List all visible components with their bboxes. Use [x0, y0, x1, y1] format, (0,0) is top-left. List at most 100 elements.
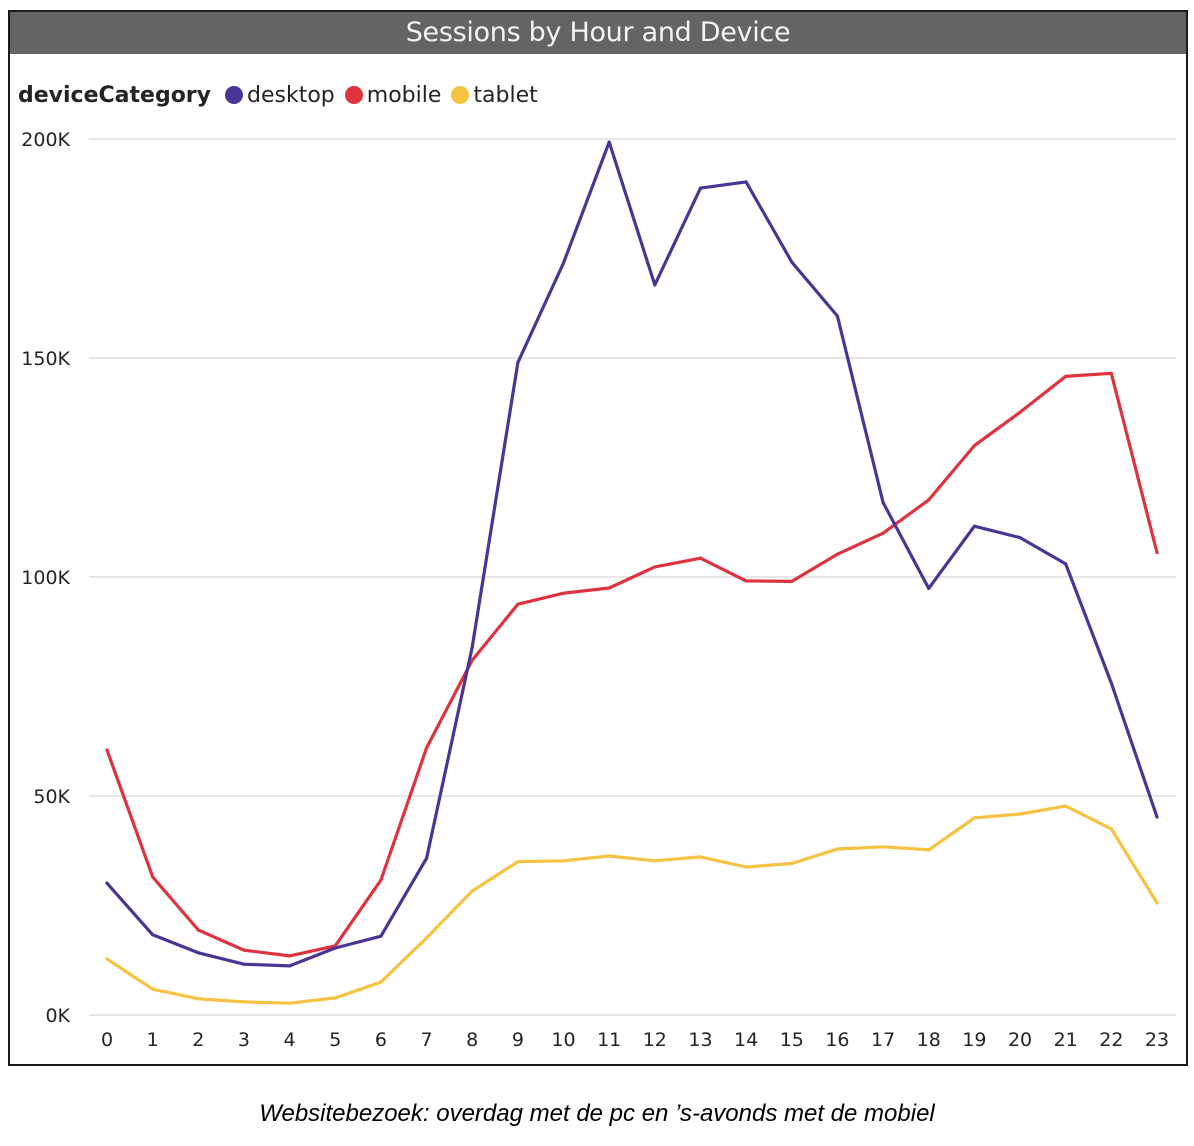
data-point-tablet	[379, 980, 383, 984]
x-tick-label: 15	[780, 1029, 804, 1051]
data-point-tablet	[242, 1000, 246, 1004]
data-point-mobile	[1064, 374, 1068, 378]
y-tick-label: 200K	[21, 129, 70, 151]
data-point-desktop	[698, 186, 703, 190]
data-point-desktop	[835, 314, 840, 318]
series-line-mobile	[105, 371, 1159, 958]
data-point-mobile	[151, 875, 155, 879]
data-point-desktop	[288, 964, 292, 968]
data-point-mobile	[835, 552, 840, 556]
data-point-mobile	[196, 928, 200, 932]
x-tick-label: 5	[329, 1029, 341, 1051]
data-point-mobile	[698, 556, 703, 560]
figure-caption: Websitebezoek: overdag met de pc en ’s-a…	[259, 1100, 935, 1127]
data-point-desktop	[516, 360, 520, 364]
data-point-tablet	[790, 861, 794, 866]
data-point-tablet	[1018, 812, 1022, 816]
y-tick-label: 150K	[21, 348, 70, 370]
legend-label: desktop	[247, 82, 335, 108]
x-tick-label: 6	[375, 1029, 387, 1051]
data-point-desktop	[151, 933, 155, 937]
x-tick-label: 2	[192, 1029, 204, 1051]
x-tick-label: 3	[238, 1029, 250, 1051]
data-point-mobile	[1018, 410, 1022, 414]
legend-title: deviceCategory	[18, 82, 211, 108]
y-tick-label: 50K	[33, 786, 70, 808]
x-tick-label: 13	[688, 1029, 712, 1051]
data-point-mobile	[881, 531, 885, 535]
data-point-mobile	[379, 878, 383, 882]
data-point-tablet	[561, 859, 566, 863]
x-tick-label: 19	[962, 1029, 986, 1051]
data-point-mobile	[516, 602, 520, 606]
legend-dot-icon	[451, 86, 470, 104]
data-point-tablet	[333, 996, 337, 1000]
legend-item-tablet[interactable]: tablet	[451, 82, 538, 108]
data-point-tablet	[470, 889, 474, 893]
chart-title: Sessions by Hour and Device	[10, 12, 1186, 54]
data-point-desktop	[881, 500, 885, 505]
legend-dot-icon	[344, 86, 363, 104]
data-point-tablet	[881, 845, 885, 849]
data-point-mobile	[561, 591, 566, 595]
data-point-mobile	[607, 586, 611, 590]
data-point-desktop	[242, 962, 246, 966]
data-point-tablet	[698, 855, 703, 859]
data-point-tablet	[972, 816, 976, 820]
data-point-tablet	[196, 997, 200, 1001]
x-tick-label: 1	[147, 1029, 159, 1051]
legend-label: tablet	[473, 82, 538, 108]
data-point-tablet	[1064, 804, 1068, 808]
x-tick-label: 17	[871, 1029, 895, 1051]
x-tick-label: 14	[734, 1029, 758, 1051]
x-tick-label: 23	[1145, 1029, 1169, 1051]
legend-item-mobile[interactable]: mobile	[344, 83, 441, 108]
data-point-desktop	[1109, 681, 1113, 685]
data-point-tablet	[607, 854, 611, 858]
y-tick-label: 0K	[45, 1005, 70, 1027]
data-point-mobile	[744, 579, 748, 583]
data-point-desktop	[607, 140, 611, 144]
data-point-desktop	[470, 645, 474, 649]
x-tick-label: 11	[597, 1029, 621, 1051]
data-point-desktop	[653, 283, 657, 287]
data-point-tablet	[1109, 827, 1113, 831]
data-point-mobile	[790, 579, 794, 583]
legend-item-desktop[interactable]: desktop	[225, 83, 335, 108]
data-point-tablet	[927, 848, 931, 852]
data-point-tablet	[835, 847, 840, 851]
y-tick-label: 100K	[21, 567, 70, 589]
x-tick-label: 12	[643, 1029, 667, 1051]
data-point-desktop	[333, 946, 337, 950]
data-point-desktop	[744, 180, 748, 184]
x-tick-label: 21	[1054, 1029, 1078, 1051]
data-point-mobile	[1155, 550, 1159, 555]
x-tick-label: 10	[551, 1029, 575, 1051]
data-point-desktop	[1018, 535, 1022, 540]
data-point-desktop	[972, 524, 976, 528]
x-tick-label: 22	[1099, 1029, 1123, 1051]
data-point-mobile	[424, 746, 429, 750]
data-point-tablet	[653, 859, 657, 863]
data-point-mobile	[653, 565, 657, 569]
x-tick-label: 8	[466, 1029, 478, 1051]
data-point-tablet	[516, 860, 520, 864]
data-point-tablet	[105, 957, 109, 961]
data-point-mobile	[470, 658, 474, 662]
data-point-tablet	[151, 987, 155, 991]
data-point-tablet	[424, 936, 429, 940]
data-point-desktop	[790, 260, 794, 264]
data-point-tablet	[744, 865, 748, 869]
x-tick-label: 18	[917, 1029, 941, 1051]
x-tick-label: 9	[512, 1029, 524, 1051]
x-tick-label: 0	[101, 1029, 113, 1051]
data-point-desktop	[424, 856, 429, 860]
data-point-mobile	[288, 954, 292, 958]
x-tick-label: 16	[825, 1029, 849, 1051]
data-point-mobile	[242, 948, 246, 952]
data-point-desktop	[1064, 562, 1068, 566]
data-point-mobile	[105, 748, 109, 752]
data-point-desktop	[927, 586, 931, 590]
data-point-desktop	[105, 881, 109, 885]
